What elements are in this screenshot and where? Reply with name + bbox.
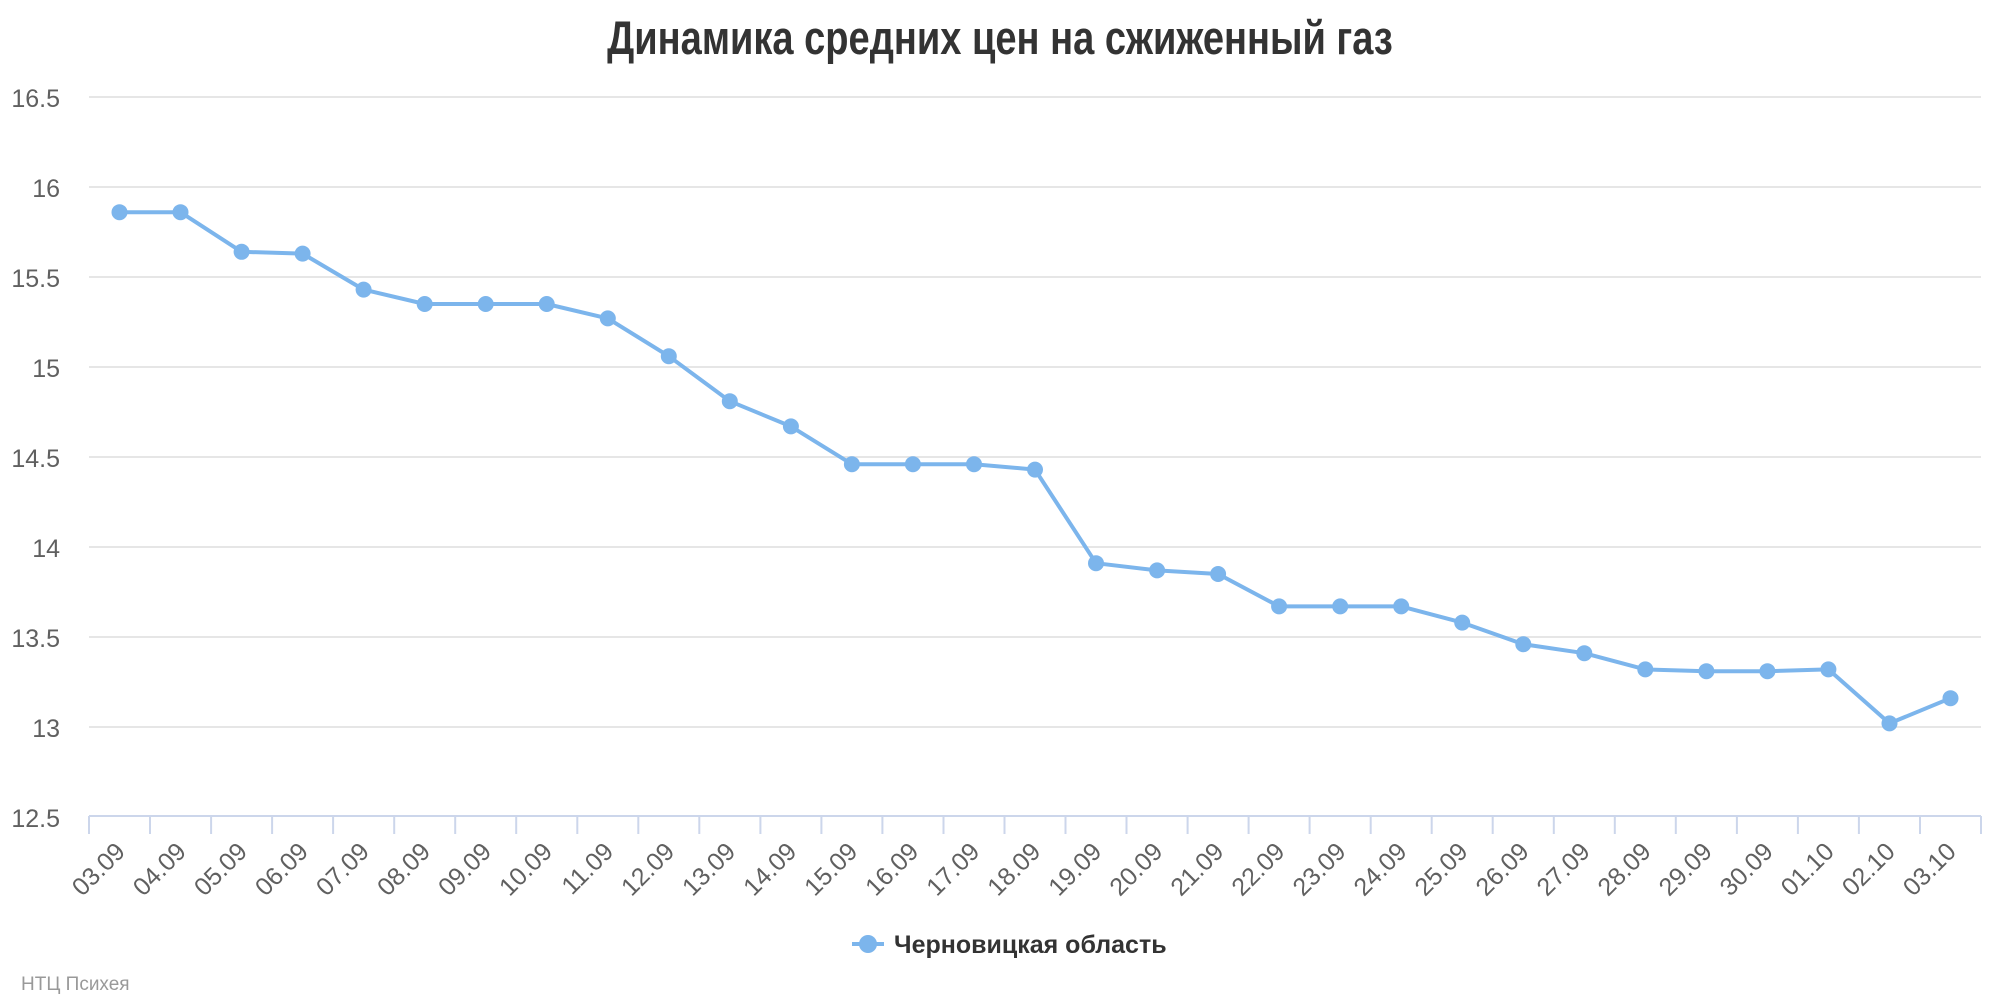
svg-text:14: 14 [32, 535, 60, 563]
svg-text:16.5: 16.5 [11, 85, 60, 113]
svg-text:16: 16 [32, 175, 60, 203]
svg-text:12.5: 12.5 [11, 805, 60, 833]
svg-text:15: 15 [32, 355, 60, 383]
svg-text:15.5: 15.5 [11, 265, 60, 293]
svg-text:Динамика средних цен на сжижен: Динамика средних цен на сжиженный газ [607, 12, 1393, 65]
svg-text:НТЦ Психея: НТЦ Психея [21, 974, 130, 995]
svg-text:14.5: 14.5 [11, 445, 60, 473]
svg-text:Черновицкая область: Черновицкая область [894, 931, 1167, 959]
svg-text:13: 13 [32, 715, 60, 743]
svg-text:13.5: 13.5 [11, 625, 60, 653]
